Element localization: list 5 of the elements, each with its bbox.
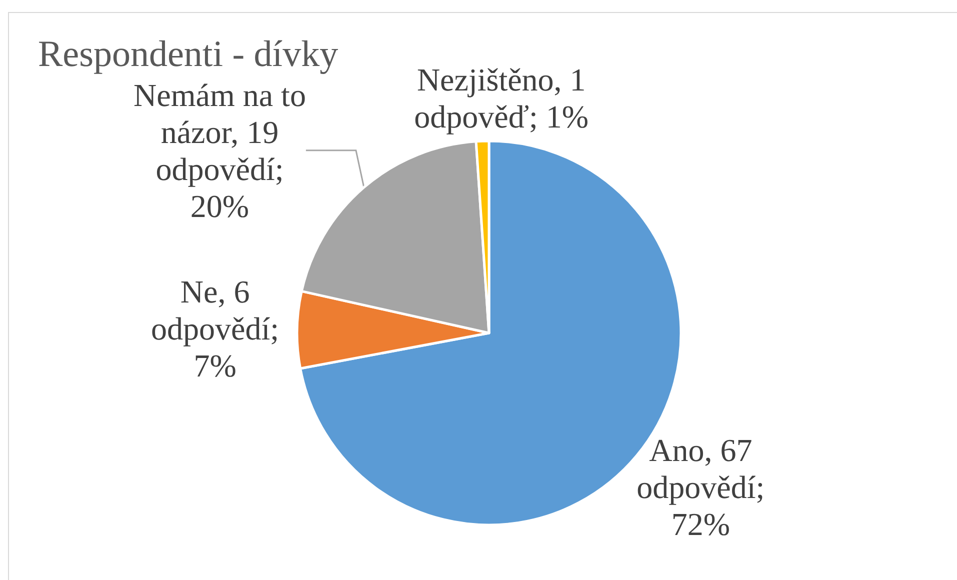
slice-label: Ano, 67 odpovědí; 72% (636, 432, 765, 542)
slice-label: Ne, 6 odpovědí; 7% (151, 274, 280, 384)
slice-label: Nezjištěno, 1 odpověď; 1% (414, 62, 589, 135)
slice-label: Nemám na to názor, 19 odpovědí; 20% (134, 76, 306, 224)
chart-title: Respondenti - dívky (38, 34, 339, 75)
